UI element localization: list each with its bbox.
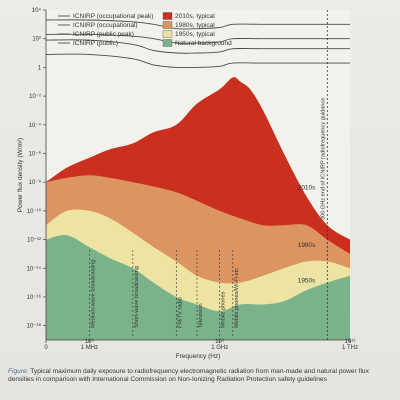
x-exponent-label: 10⁹ [215, 338, 225, 345]
y-tick-label: 10⁻⁸ [29, 179, 42, 186]
area-natural-background [46, 235, 350, 340]
y-tick-label: 10⁻¹² [27, 238, 41, 244]
y-tick-label: 10² [32, 37, 41, 43]
legend-natural-background: Natural background [175, 40, 232, 47]
annotation-fm-tv-radio: FM/TV radio [177, 297, 183, 328]
band-label-1980s: 1980s [298, 242, 316, 249]
legend-icnirp-public: ICNIRP (public) [73, 40, 118, 47]
x-tick-label: 1 GHz [211, 345, 228, 351]
area-layer [46, 10, 350, 341]
x-axis-title: Frequency (Hz) [176, 353, 221, 360]
figure-caption: Figure: Typical maximum daily exposure t… [8, 368, 392, 384]
labels-layer: 2010s 1980s 1950s Medium-wave broadcasting S… [89, 185, 316, 336]
y-tick-label: 10⁻⁶ [29, 150, 42, 157]
cutoff-label: 300 GHz end of ICNIRP radiofrequency gui… [320, 98, 326, 220]
y-tick-label: 10⁻² [29, 94, 41, 100]
legend-icnirp-occupational: ICNIRP (occupational) [73, 22, 138, 29]
x-tick-label: 1 MHz [81, 345, 98, 351]
x-tick-label: 1 THz [342, 345, 358, 351]
legend: ICNIRP (occupational peak) ICNIRP (occupa… [58, 12, 232, 47]
annotation-medium-wave-broadcasting: Medium-wave broadcasting [90, 260, 96, 328]
y-tick-label: 10⁻¹⁰ [27, 208, 42, 215]
x-exponent-label: 10⁶ [85, 338, 95, 345]
legend-swatch [162, 12, 173, 20]
axes-layer: 10⁴ 10² 1 10⁻² 10⁻⁴ 10⁻⁶ 10⁻⁸ 10⁻¹⁰ 10⁻¹² 10⁻¹⁴ 10… [17, 7, 358, 360]
legend-1950s-typical: 1950s, typical [175, 31, 215, 38]
y-tick-label: 10⁴ [32, 7, 42, 14]
legend-icnirp-public-peak: ICNIRP (public peak) [73, 31, 134, 38]
band-label-1950s: 1950s [298, 278, 316, 285]
x-tick-label: 0 [44, 345, 48, 351]
icnirp-lines-layer: 300 GHz end of ICNIRP radiofrequency gui… [45, 10, 350, 340]
legend-swatch [162, 21, 173, 29]
annotation-mobile-phones-wi-fi-etc: Mobile phones/Wi-Fi etc [234, 268, 240, 328]
line-icnirp-occupational [45, 33, 350, 44]
y-tick-label: 10⁻¹⁶ [27, 294, 42, 301]
caption-text: Typical maximum daily exposure to radiof… [8, 368, 369, 384]
y-tick-label: 10⁻⁴ [29, 122, 42, 129]
y-axis-title: Power flux density (W/m²) [17, 138, 24, 212]
y-tick-label: 10⁻¹⁴ [27, 265, 42, 272]
legend-swatch [162, 30, 173, 38]
y-tick-label: 1 [38, 65, 42, 71]
y-tick-label: 10⁻¹⁸ [27, 323, 42, 330]
x-exponent-label: 10¹² [345, 339, 356, 345]
legend-icnirp-occupational-peak: ICNIRP (occupational peak) [73, 13, 153, 20]
annotation-short-wave-broadcasting: Short-wave broadcasting [134, 266, 140, 328]
line-icnirp-occupational-peak [45, 19, 350, 30]
legend-2010s-typical: 2010s, typical [175, 13, 215, 20]
legend-1980s-typical: 1980s, typical [175, 22, 215, 29]
annotation-television: Television [198, 303, 204, 328]
annotation-mobile-phones: Mobile phones [221, 291, 227, 328]
legend-swatch [162, 39, 173, 47]
caption-lead: Figure: [8, 368, 29, 375]
line-icnirp-public-peak [45, 39, 350, 54]
line-icnirp-public [45, 53, 350, 69]
band-label-2010s: 2010s [298, 185, 316, 192]
